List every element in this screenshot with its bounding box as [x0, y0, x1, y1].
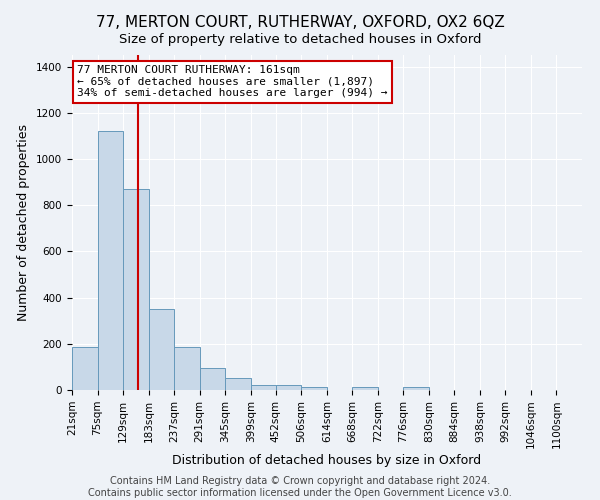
Bar: [174, 346, 200, 390]
Bar: [149, 308, 174, 390]
Text: Size of property relative to detached houses in Oxford: Size of property relative to detached ho…: [119, 32, 481, 46]
Bar: [403, 387, 429, 390]
Text: 77 MERTON COURT RUTHERWAY: 161sqm
← 65% of detached houses are smaller (1,897)
3: 77 MERTON COURT RUTHERWAY: 161sqm ← 65% …: [77, 65, 388, 98]
X-axis label: Distribution of detached houses by size in Oxford: Distribution of detached houses by size …: [172, 454, 482, 467]
Y-axis label: Number of detached properties: Number of detached properties: [17, 124, 31, 321]
Bar: [200, 368, 225, 390]
Bar: [301, 387, 327, 390]
Bar: [123, 190, 149, 390]
Bar: [251, 385, 276, 390]
Text: 77, MERTON COURT, RUTHERWAY, OXFORD, OX2 6QZ: 77, MERTON COURT, RUTHERWAY, OXFORD, OX2…: [95, 15, 505, 30]
Bar: [98, 131, 123, 390]
Bar: [352, 387, 378, 390]
Bar: [225, 378, 251, 390]
Bar: [276, 386, 301, 390]
Bar: [72, 346, 98, 390]
Text: Contains HM Land Registry data © Crown copyright and database right 2024.
Contai: Contains HM Land Registry data © Crown c…: [88, 476, 512, 498]
